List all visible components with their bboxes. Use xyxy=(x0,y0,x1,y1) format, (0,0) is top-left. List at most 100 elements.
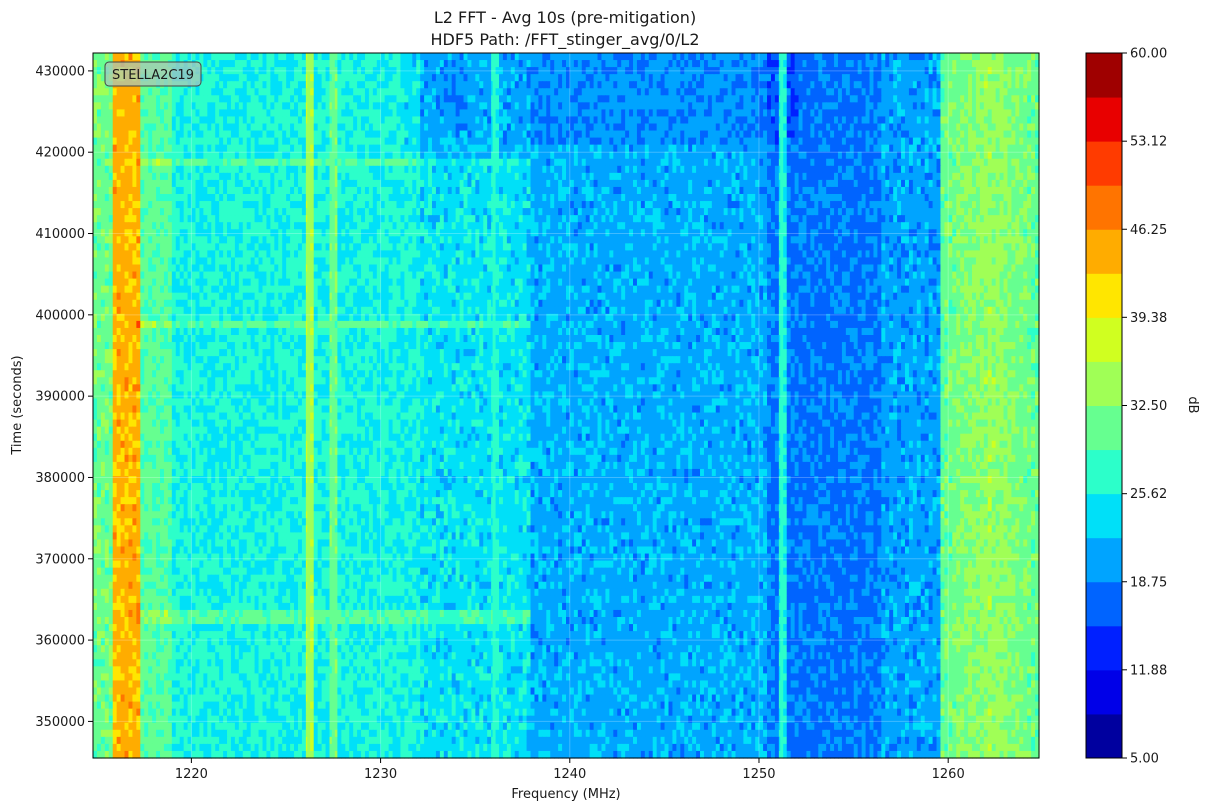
heatmap-cell xyxy=(412,123,417,132)
heatmap-cell xyxy=(569,109,575,118)
heatmap-cell xyxy=(853,60,859,68)
heatmap-cell xyxy=(1019,137,1024,146)
heatmap-cell xyxy=(739,194,744,202)
heatmap-cell xyxy=(266,109,271,118)
heatmap-cell xyxy=(952,144,957,153)
heatmap-cell xyxy=(562,88,567,96)
heatmap-cell xyxy=(814,165,819,174)
heatmap-cell xyxy=(621,116,626,125)
heatmap-cell xyxy=(960,60,965,68)
heatmap-cell xyxy=(364,109,370,118)
heatmap-cell xyxy=(522,88,528,96)
heatmap-cell xyxy=(167,109,173,118)
heatmap-cell xyxy=(333,137,338,146)
heatmap-cell xyxy=(826,194,831,202)
heatmap-cell xyxy=(723,137,729,146)
heatmap-cell xyxy=(901,151,906,160)
heatmap-cell xyxy=(609,165,614,174)
heatmap-cell xyxy=(956,144,961,153)
heatmap-cell xyxy=(1015,130,1020,139)
heatmap-cell xyxy=(723,165,729,174)
heatmap-cell xyxy=(770,186,776,195)
heatmap-cell xyxy=(321,165,327,174)
heatmap-cell xyxy=(774,172,780,181)
heatmap-cell xyxy=(703,137,709,146)
heatmap-cell xyxy=(739,81,744,89)
heatmap-cell xyxy=(274,144,279,153)
heatmap-cell xyxy=(483,102,488,110)
heatmap-cell xyxy=(609,123,614,132)
heatmap-cell xyxy=(999,144,1005,153)
heatmap-cell xyxy=(652,116,658,125)
heatmap-cell xyxy=(518,158,524,167)
heatmap-cell xyxy=(869,172,875,181)
heatmap-cell xyxy=(120,186,126,195)
heatmap-cell xyxy=(782,194,788,202)
heatmap-cell xyxy=(798,109,804,118)
heatmap-cell xyxy=(585,194,591,202)
heatmap-cell xyxy=(759,53,764,61)
heatmap-cell xyxy=(171,165,177,174)
heatmap-cell xyxy=(219,67,224,75)
heatmap-cell xyxy=(1015,60,1020,68)
heatmap-cell xyxy=(230,144,236,153)
heatmap-cell xyxy=(353,116,358,125)
heatmap-cell xyxy=(364,95,370,103)
heatmap-cell xyxy=(743,172,748,181)
heatmap-cell xyxy=(897,81,902,89)
heatmap-cell xyxy=(830,116,835,125)
heatmap-cell xyxy=(636,151,642,160)
heatmap-cell xyxy=(96,102,102,110)
heatmap-cell xyxy=(93,130,98,139)
heatmap-cell xyxy=(782,102,788,110)
heatmap-cell xyxy=(676,53,681,61)
heatmap-cell xyxy=(885,95,890,103)
heatmap-cell xyxy=(400,144,405,153)
heatmap-cell xyxy=(329,151,335,160)
heatmap-cell xyxy=(826,165,831,174)
heatmap-cell xyxy=(258,60,264,68)
heatmap-cell xyxy=(167,172,173,181)
heatmap-cell xyxy=(1031,74,1036,82)
heatmap-cell xyxy=(802,60,808,68)
heatmap-cell xyxy=(1023,165,1028,174)
heatmap-cell xyxy=(530,130,536,139)
heatmap-cell xyxy=(175,165,181,174)
heatmap-cell xyxy=(688,102,693,110)
heatmap-cell xyxy=(581,109,587,118)
heatmap-cell xyxy=(108,144,114,153)
heatmap-cell xyxy=(321,74,327,82)
heatmap-cell xyxy=(786,158,792,167)
heatmap-cell xyxy=(175,109,181,118)
heatmap-cell xyxy=(577,88,583,96)
heatmap-cell xyxy=(932,60,938,68)
heatmap-cell xyxy=(431,144,437,153)
heatmap-cell xyxy=(1031,53,1036,61)
heatmap-cell xyxy=(435,102,441,110)
heatmap-cell xyxy=(349,158,354,167)
heatmap-cell xyxy=(983,186,989,195)
heatmap-cell xyxy=(794,102,800,110)
heatmap-cell xyxy=(526,60,532,68)
heatmap-cell xyxy=(577,95,583,103)
heatmap-cell xyxy=(424,165,429,174)
heatmap-cell xyxy=(428,137,433,146)
heatmap-cell xyxy=(912,102,918,110)
heatmap-cell xyxy=(447,172,453,181)
heatmap-cell xyxy=(171,186,177,195)
heatmap-cell xyxy=(676,123,681,132)
heatmap-cell xyxy=(266,165,271,174)
heatmap-cell xyxy=(495,74,500,82)
heatmap-cell xyxy=(901,130,906,139)
heatmap-cell xyxy=(798,123,804,132)
heatmap-cell xyxy=(889,144,894,153)
heatmap-cell xyxy=(1019,158,1024,167)
heatmap-cell xyxy=(108,158,114,167)
heatmap-cell xyxy=(656,81,662,89)
heatmap-cell xyxy=(763,67,768,75)
heatmap-cell xyxy=(680,95,685,103)
heatmap-cell xyxy=(286,81,291,89)
heatmap-cell xyxy=(999,53,1005,61)
heatmap-cell xyxy=(128,109,134,118)
heatmap-cell xyxy=(979,53,985,61)
